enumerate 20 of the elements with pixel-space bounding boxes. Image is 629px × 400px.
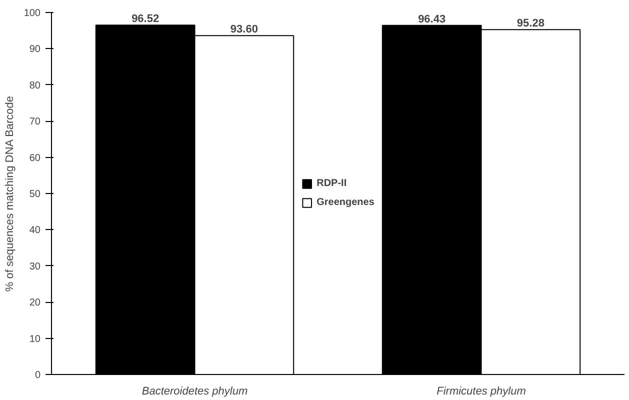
y-tick-label: 0 — [34, 370, 41, 381]
legend-label: RDP-II — [316, 178, 347, 189]
x-tick-label: Bacteroidetes phylum — [142, 386, 248, 398]
y-tick-label: 100 — [24, 8, 41, 19]
y-tick-label: 80 — [29, 80, 41, 92]
y-tick-label: 70 — [29, 116, 41, 128]
data-label: 96.43 — [418, 13, 446, 26]
data-label: 93.60 — [230, 24, 258, 36]
y-tick-label: 40 — [29, 225, 41, 236]
data-label: 95.28 — [516, 18, 544, 30]
x-tick-label: Firmicutes phylum — [436, 386, 526, 398]
data-label: 96.52 — [132, 13, 160, 26]
y-tick-label: 10 — [29, 334, 41, 345]
legend-label: Greengenes — [316, 197, 374, 208]
y-tick-label: 50 — [29, 189, 41, 200]
y-tick-label: 60 — [29, 152, 41, 164]
y-axis-title: % of sequences matching DNA Barcode — [4, 96, 16, 292]
y-tick-label: 30 — [29, 261, 41, 272]
y-tick-label: 90 — [29, 44, 41, 56]
y-tick-label: 20 — [29, 298, 41, 309]
